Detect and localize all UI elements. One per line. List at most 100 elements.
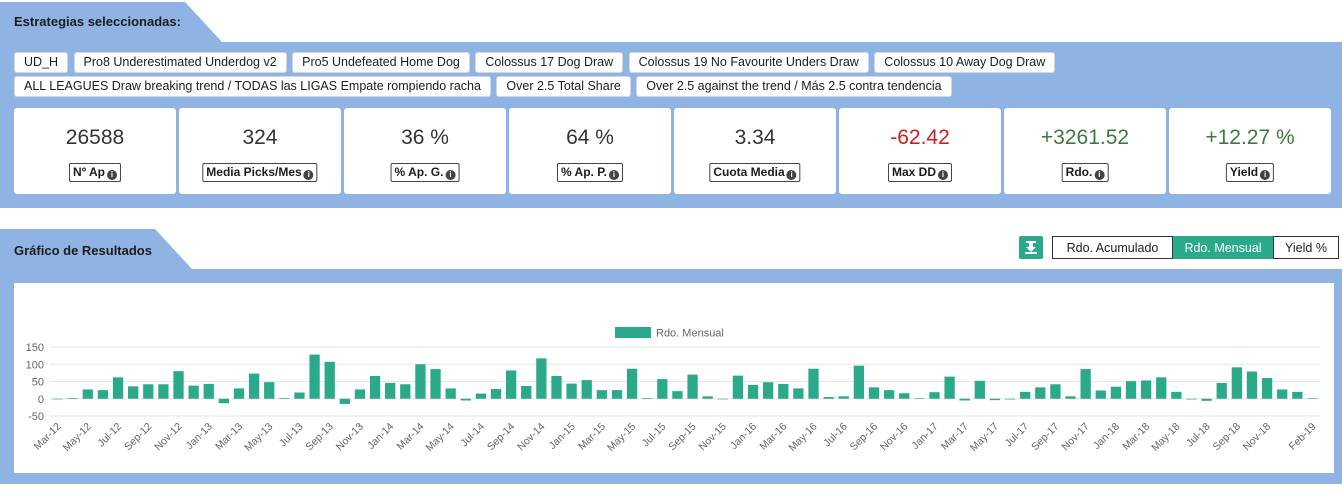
bar[interactable] <box>505 370 517 399</box>
bar[interactable] <box>581 380 592 399</box>
stat-label[interactable]: Yield i <box>1225 163 1275 182</box>
bar[interactable] <box>1035 387 1046 399</box>
bar[interactable] <box>369 375 381 399</box>
bar[interactable] <box>143 384 154 399</box>
info-icon[interactable]: i <box>1260 170 1271 180</box>
bar[interactable] <box>1186 398 1197 400</box>
strategy-tag[interactable]: Colossus 19 No Favourite Unders Draw <box>628 52 869 73</box>
bar[interactable] <box>732 375 744 399</box>
bar[interactable] <box>778 383 789 399</box>
bar[interactable] <box>112 377 124 399</box>
bar[interactable] <box>279 398 290 399</box>
bar[interactable] <box>657 379 668 399</box>
bar[interactable] <box>1140 380 1152 399</box>
bar[interactable] <box>626 368 638 399</box>
bar[interactable] <box>264 382 275 399</box>
bar[interactable] <box>1216 382 1227 399</box>
bar[interactable] <box>460 398 471 401</box>
toggle-rdo-acumulado[interactable]: Rdo. Acumulado <box>1052 236 1173 259</box>
info-icon[interactable]: i <box>938 170 949 180</box>
bar[interactable] <box>566 383 577 399</box>
bar[interactable] <box>1156 377 1167 399</box>
bar[interactable] <box>1246 371 1258 399</box>
bar[interactable] <box>521 385 532 399</box>
info-icon[interactable]: i <box>1094 170 1105 180</box>
bar[interactable] <box>1020 391 1031 399</box>
bar[interactable] <box>1110 386 1122 399</box>
strategy-tag[interactable]: Pro5 Undefeated Home Dog <box>292 52 470 73</box>
bar[interactable] <box>1277 389 1288 399</box>
strategy-tag[interactable]: Colossus 10 Away Dog Draw <box>874 52 1056 73</box>
toggle-rdo-mensual[interactable]: Rdo. Mensual <box>1173 236 1273 259</box>
info-icon[interactable]: i <box>609 170 620 180</box>
bar[interactable] <box>551 375 562 399</box>
bar[interactable] <box>868 387 880 399</box>
bar[interactable] <box>324 361 335 399</box>
info-icon[interactable]: i <box>303 170 314 180</box>
stat-label[interactable]: Media Picks/Mes i <box>202 163 318 182</box>
bar[interactable] <box>294 392 305 399</box>
bar[interactable] <box>899 393 910 399</box>
bar[interactable] <box>808 368 819 399</box>
bar[interactable] <box>475 393 487 399</box>
bar[interactable] <box>596 390 607 399</box>
bar[interactable] <box>67 398 78 399</box>
bar[interactable] <box>536 358 547 399</box>
bar[interactable] <box>1050 384 1061 399</box>
info-icon[interactable]: i <box>106 170 117 180</box>
bar[interactable] <box>97 390 109 399</box>
bar[interactable] <box>838 396 849 399</box>
bar[interactable] <box>702 396 713 399</box>
bar[interactable] <box>1307 398 1318 400</box>
bar[interactable] <box>203 383 214 399</box>
bar[interactable] <box>883 390 895 399</box>
stat-label[interactable]: Rdo. i <box>1061 163 1109 182</box>
stat-label[interactable]: % Ap. P. i <box>556 163 624 182</box>
bar[interactable] <box>989 398 1001 401</box>
strategy-tag[interactable]: Colossus 17 Dog Draw <box>475 52 624 73</box>
info-icon[interactable]: i <box>786 170 797 180</box>
bar[interactable] <box>218 398 230 404</box>
strategy-tag[interactable]: Pro8 Underestimated Underdog v2 <box>73 52 287 73</box>
bar[interactable] <box>128 386 139 399</box>
bar[interactable] <box>1004 398 1016 400</box>
bar[interactable] <box>354 389 366 399</box>
bar[interactable] <box>173 371 184 399</box>
bar[interactable] <box>1125 381 1137 399</box>
bar[interactable] <box>974 380 985 399</box>
strategy-tag[interactable]: Over 2.5 against the trend / Más 2.5 con… <box>636 76 952 97</box>
bar[interactable] <box>944 376 955 399</box>
bar[interactable] <box>687 374 698 399</box>
bar[interactable] <box>1292 391 1303 399</box>
bar[interactable] <box>914 398 925 400</box>
strategy-tag[interactable]: UD_H <box>14 52 69 73</box>
bar[interactable] <box>717 398 728 400</box>
bar[interactable] <box>158 384 169 399</box>
bar[interactable] <box>929 392 940 399</box>
bar[interactable] <box>959 398 970 401</box>
bar[interactable] <box>1065 396 1076 399</box>
bar[interactable] <box>415 364 426 399</box>
bar[interactable] <box>248 373 260 399</box>
chart-legend[interactable]: Rdo. Mensual <box>615 327 724 340</box>
bar[interactable] <box>430 369 441 399</box>
bar[interactable] <box>52 398 63 400</box>
strategy-tag[interactable]: ALL LEAGUES Draw breaking trend / TODAS … <box>14 76 491 97</box>
bar[interactable] <box>490 389 502 399</box>
bar[interactable] <box>339 398 350 404</box>
bar[interactable] <box>385 382 396 399</box>
toggle-yield[interactable]: Yield % <box>1273 236 1339 259</box>
bar[interactable] <box>445 388 456 399</box>
info-icon[interactable]: i <box>445 170 456 180</box>
download-button[interactable] <box>1019 236 1043 259</box>
strategy-tag[interactable]: Over 2.5 Total Share <box>496 76 631 97</box>
bar[interactable] <box>793 388 804 399</box>
bar[interactable] <box>1095 390 1106 399</box>
bar[interactable] <box>1201 398 1212 401</box>
stat-label[interactable]: % Ap. G. i <box>390 163 460 182</box>
bar[interactable] <box>747 384 759 399</box>
bar[interactable] <box>611 390 623 399</box>
bar[interactable] <box>309 354 320 399</box>
bar[interactable] <box>823 397 834 399</box>
stat-label[interactable]: Nº Ap i <box>69 163 121 182</box>
